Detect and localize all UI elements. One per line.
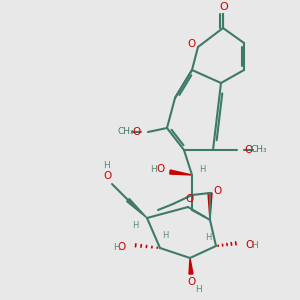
Polygon shape [208, 193, 212, 220]
Text: O: O [187, 39, 195, 49]
Text: H: H [199, 164, 205, 173]
Text: CH₃: CH₃ [251, 146, 267, 154]
Text: O: O [187, 277, 195, 287]
Text: O: O [244, 145, 252, 155]
Text: H: H [114, 242, 120, 251]
Text: O: O [103, 171, 111, 181]
Text: H: H [132, 221, 138, 230]
Text: H: H [150, 164, 157, 173]
Polygon shape [127, 199, 147, 218]
Text: O: O [157, 164, 165, 174]
Text: CH₃: CH₃ [118, 128, 134, 136]
Text: O: O [186, 194, 194, 204]
Text: H: H [196, 286, 202, 295]
Text: O: O [245, 240, 253, 250]
Text: H: H [250, 241, 257, 250]
Text: O: O [220, 2, 228, 12]
Text: H: H [162, 232, 168, 241]
Text: H: H [205, 233, 211, 242]
Text: O: O [133, 127, 141, 137]
Polygon shape [189, 258, 193, 274]
Text: O: O [118, 242, 126, 252]
Text: O: O [213, 186, 221, 196]
Text: H: H [103, 161, 110, 170]
Polygon shape [170, 170, 192, 175]
